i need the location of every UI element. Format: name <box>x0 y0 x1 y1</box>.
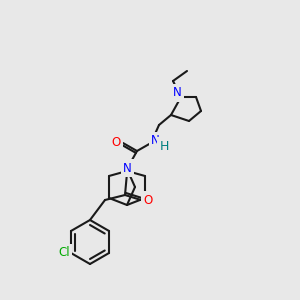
Text: N: N <box>123 161 131 175</box>
Text: N: N <box>151 134 159 148</box>
Text: O: O <box>111 136 121 148</box>
Text: H: H <box>159 140 169 152</box>
Text: O: O <box>143 194 153 206</box>
Text: Cl: Cl <box>58 247 70 260</box>
Text: N: N <box>172 86 182 100</box>
